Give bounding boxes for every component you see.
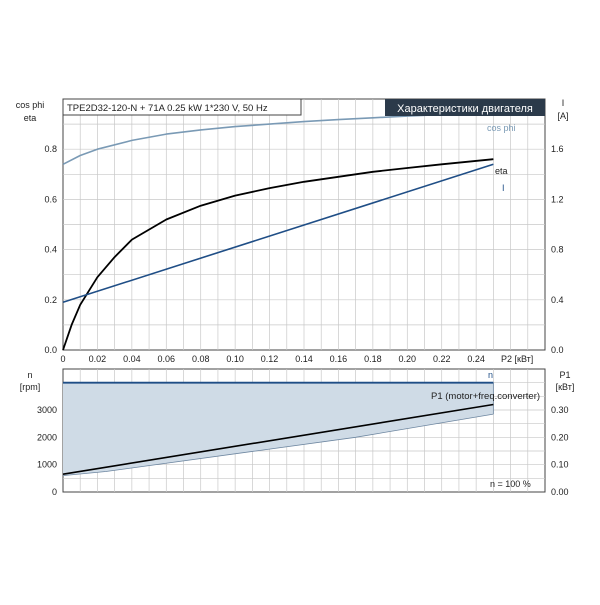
tick-labels: 0 0.02 0.04 0.06 0.08 0.10 0.12 0.14 0.16 0.18 0.2…	[37, 144, 569, 497]
label-p1: P1 (motor+freq.converter)	[431, 391, 540, 402]
lower-series	[62, 381, 494, 475]
ylabel-n-unit: [rpm]	[20, 382, 41, 392]
xlabel-p2: P2 [кВт]	[501, 354, 533, 364]
y-tick-right-lower: 0.20	[551, 432, 569, 442]
series-eta	[62, 158, 494, 351]
series-p1	[62, 403, 494, 475]
y-tick-left-lower: 2000	[37, 432, 57, 442]
y-tick-left: 0.8	[44, 144, 57, 154]
x-tick-label: 0.08	[192, 354, 210, 364]
ylabel-cos-phi: cos phi	[16, 100, 45, 110]
x-tick-label: 0.10	[226, 354, 244, 364]
x-tick-label: 0.20	[399, 354, 417, 364]
ylabel-i: I	[562, 98, 565, 108]
p1-band	[63, 382, 494, 476]
ylabel-p1: P1	[559, 370, 570, 380]
y-tick-right: 0.0	[551, 345, 564, 355]
title-badge	[385, 99, 545, 116]
label-n: n	[488, 370, 493, 380]
x-tick-label: 0.02	[89, 354, 107, 364]
y-tick-left-lower: 1000	[37, 460, 57, 470]
p1-area	[62, 382, 494, 476]
x-tick-label: 0.04	[123, 354, 141, 364]
label-eta: eta	[495, 166, 508, 176]
p1-band-lower-edge	[62, 413, 494, 476]
y-tick-left-lower: 3000	[37, 405, 57, 415]
y-tick-right-lower: 0.10	[551, 460, 569, 470]
label-cos-phi: cos phi	[487, 123, 516, 133]
upper-series	[62, 112, 494, 351]
y-tick-left: 0.4	[44, 245, 57, 255]
label-i: I	[502, 183, 505, 193]
y-tick-right-lower: 0.00	[551, 487, 569, 497]
y-tick-right: 0.4	[551, 295, 564, 305]
y-tick-left: 0.0	[44, 345, 57, 355]
x-tick-label: 0.14	[295, 354, 313, 364]
x-tick-label: 0.22	[433, 354, 451, 364]
series-cos-phi	[62, 112, 494, 166]
title-box	[62, 98, 302, 116]
x-tick-label: 0.18	[364, 354, 382, 364]
title-badge-text: Характеристики двигателя	[397, 103, 533, 115]
ylabel-p1-unit: [кВт]	[556, 382, 575, 392]
series-current	[62, 163, 494, 304]
y-tick-right-lower: 0.30	[551, 405, 569, 415]
y-tick-right: 1.6	[551, 144, 564, 154]
ylabel-eta: eta	[24, 113, 37, 123]
y-tick-left-lower: 0	[52, 487, 57, 497]
chart-title: TPE2D32-120-N + 71A 0.25 kW 1*230 V, 50 …	[67, 103, 268, 114]
x-tick-label: 0.24	[467, 354, 485, 364]
ylabel-i-unit: [A]	[557, 111, 568, 121]
label-n-100: n = 100 %	[490, 479, 531, 489]
ylabel-n: n	[27, 370, 32, 380]
x-tick-label: 0.16	[330, 354, 348, 364]
y-tick-right: 0.8	[551, 245, 564, 255]
x-tick-label: 0	[60, 354, 65, 364]
y-tick-left: 0.6	[44, 194, 57, 204]
x-tick-label: 0.12	[261, 354, 279, 364]
upper-grid	[63, 99, 545, 350]
y-tick-right: 1.2	[551, 194, 564, 204]
x-tick-label: 0.06	[158, 354, 176, 364]
y-tick-left: 0.2	[44, 295, 57, 305]
